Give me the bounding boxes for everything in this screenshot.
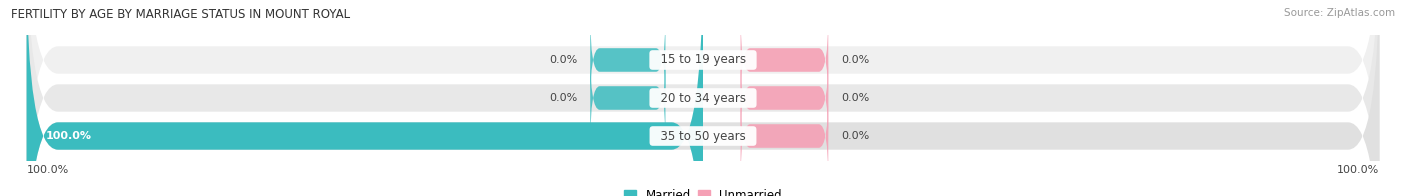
Text: FERTILITY BY AGE BY MARRIAGE STATUS IN MOUNT ROYAL: FERTILITY BY AGE BY MARRIAGE STATUS IN M… <box>11 8 350 21</box>
Text: 0.0%: 0.0% <box>550 55 578 65</box>
Legend: Married, Unmarried: Married, Unmarried <box>624 190 782 196</box>
Text: Source: ZipAtlas.com: Source: ZipAtlas.com <box>1284 8 1395 18</box>
Text: 0.0%: 0.0% <box>841 93 869 103</box>
Text: 100.0%: 100.0% <box>1337 165 1379 175</box>
FancyBboxPatch shape <box>741 15 828 105</box>
FancyBboxPatch shape <box>741 53 828 143</box>
FancyBboxPatch shape <box>741 91 828 181</box>
FancyBboxPatch shape <box>591 15 665 105</box>
Text: 100.0%: 100.0% <box>27 165 69 175</box>
FancyBboxPatch shape <box>27 0 703 196</box>
Text: 0.0%: 0.0% <box>841 55 869 65</box>
FancyBboxPatch shape <box>27 0 1379 196</box>
Text: 15 to 19 years: 15 to 19 years <box>652 54 754 66</box>
Text: 35 to 50 years: 35 to 50 years <box>652 130 754 142</box>
Text: 0.0%: 0.0% <box>841 131 869 141</box>
Text: 100.0%: 100.0% <box>45 131 91 141</box>
Text: 20 to 34 years: 20 to 34 years <box>652 92 754 104</box>
Text: 0.0%: 0.0% <box>550 93 578 103</box>
FancyBboxPatch shape <box>591 53 665 143</box>
FancyBboxPatch shape <box>27 0 1379 196</box>
FancyBboxPatch shape <box>27 0 1379 196</box>
